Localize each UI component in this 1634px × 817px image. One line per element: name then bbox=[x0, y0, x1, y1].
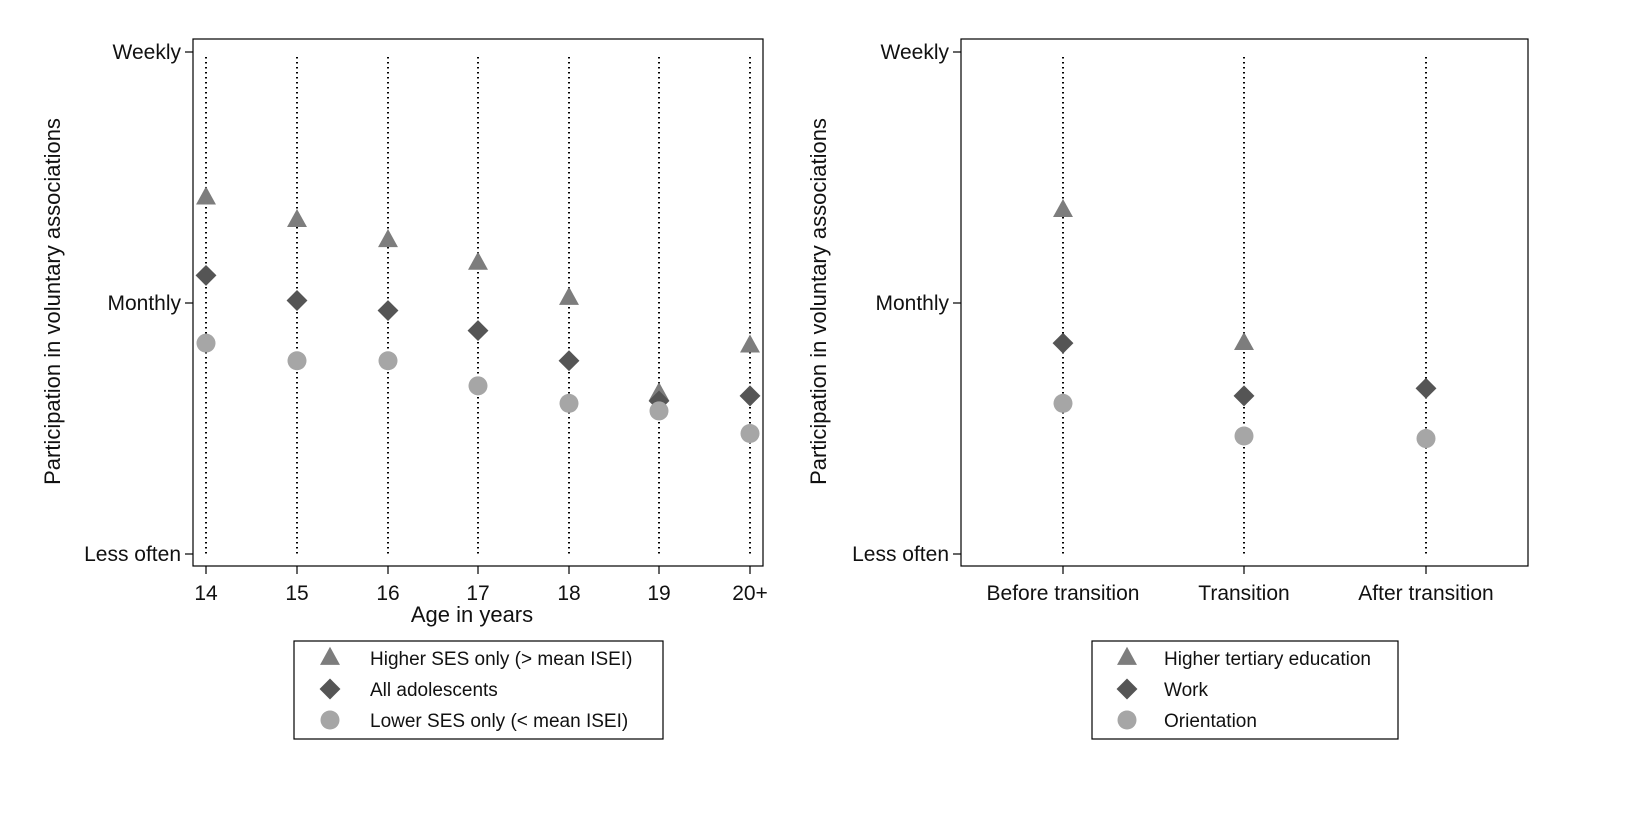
data-point bbox=[468, 251, 488, 270]
data-point bbox=[740, 334, 760, 353]
x-tick-label: 18 bbox=[557, 582, 580, 605]
y-tick-label: Less often bbox=[84, 543, 181, 566]
data-point bbox=[287, 208, 307, 228]
data-point bbox=[649, 401, 669, 421]
chart-panel-2: Less often Monthly Weekly Before transition… bbox=[806, 38, 1529, 740]
data-point bbox=[1052, 332, 1074, 354]
legend-box bbox=[293, 640, 664, 740]
data-point bbox=[196, 333, 216, 353]
legend-label: Work bbox=[1164, 680, 1208, 701]
data-point bbox=[559, 286, 579, 305]
data-point bbox=[740, 424, 760, 444]
series-3 bbox=[1053, 393, 1436, 449]
legend-box bbox=[1091, 640, 1399, 740]
data-point bbox=[559, 393, 579, 413]
y-tick-label: Monthly bbox=[107, 292, 181, 315]
data-point bbox=[1416, 429, 1436, 449]
legend-label: Higher SES only (> mean ISEI) bbox=[370, 649, 632, 670]
y-tick-label: Less often bbox=[852, 543, 949, 566]
legend-label: Lower SES only (< mean ISEI) bbox=[370, 711, 628, 732]
y-tick-label: Weekly bbox=[881, 41, 950, 64]
data-point bbox=[378, 351, 398, 371]
data-point bbox=[739, 385, 761, 407]
x-tick-label: 19 bbox=[647, 582, 670, 605]
x-tick-label: 20+ bbox=[732, 582, 768, 605]
legend: Higher SES only (> mean ISEI) All adolesc… bbox=[293, 640, 664, 740]
x-tick-label: 16 bbox=[376, 582, 399, 605]
legend-marker-triangle-icon bbox=[1117, 646, 1137, 665]
data-point bbox=[1053, 198, 1073, 217]
data-point bbox=[468, 376, 488, 396]
data-point bbox=[1415, 377, 1437, 399]
legend-marker-circle-icon bbox=[320, 710, 340, 730]
series-1 bbox=[1053, 198, 1254, 351]
data-point bbox=[286, 290, 308, 311]
x-axis-title: Age in years bbox=[411, 602, 533, 627]
series-3 bbox=[196, 333, 760, 444]
x-tick-label: 15 bbox=[285, 582, 308, 605]
y-tick-label: Monthly bbox=[875, 292, 949, 315]
data-point bbox=[1233, 385, 1255, 407]
x-tick-label: After transition bbox=[1358, 582, 1493, 605]
data-point bbox=[196, 186, 216, 205]
y-axis-title: Participation in voluntary associations bbox=[40, 118, 65, 485]
data-point bbox=[558, 350, 580, 372]
data-point bbox=[1234, 331, 1254, 351]
y-axis-title: Participation in voluntary associations bbox=[806, 118, 831, 485]
data-point bbox=[287, 351, 307, 371]
y-tick-label: Weekly bbox=[113, 41, 182, 64]
legend-label: Orientation bbox=[1164, 711, 1257, 732]
x-tick-label: Transition bbox=[1198, 582, 1289, 605]
data-point bbox=[378, 229, 398, 248]
x-tick-label: 14 bbox=[194, 582, 218, 605]
x-tick-label: Before transition bbox=[987, 582, 1140, 605]
legend-marker-diamond-icon bbox=[1116, 678, 1138, 700]
legend-label: All adolescents bbox=[370, 680, 498, 701]
legend-marker-circle-icon bbox=[1117, 710, 1137, 730]
legend-label: Higher tertiary education bbox=[1164, 649, 1371, 670]
series-2 bbox=[1052, 332, 1437, 407]
x-tick-label: 17 bbox=[466, 582, 489, 605]
data-point bbox=[377, 300, 399, 321]
data-point bbox=[195, 264, 217, 286]
legend: Higher tertiary education Work Orientation bbox=[1091, 640, 1399, 740]
data-point bbox=[1053, 393, 1073, 413]
legend-marker-diamond-icon bbox=[319, 678, 341, 700]
chart-panel-1: Less often Monthly Weekly 14 15 16 17 18 19 20+ Pa… bbox=[40, 38, 768, 740]
legend-marker-triangle-icon bbox=[320, 646, 340, 665]
data-point bbox=[467, 320, 489, 342]
data-point bbox=[1234, 426, 1254, 446]
